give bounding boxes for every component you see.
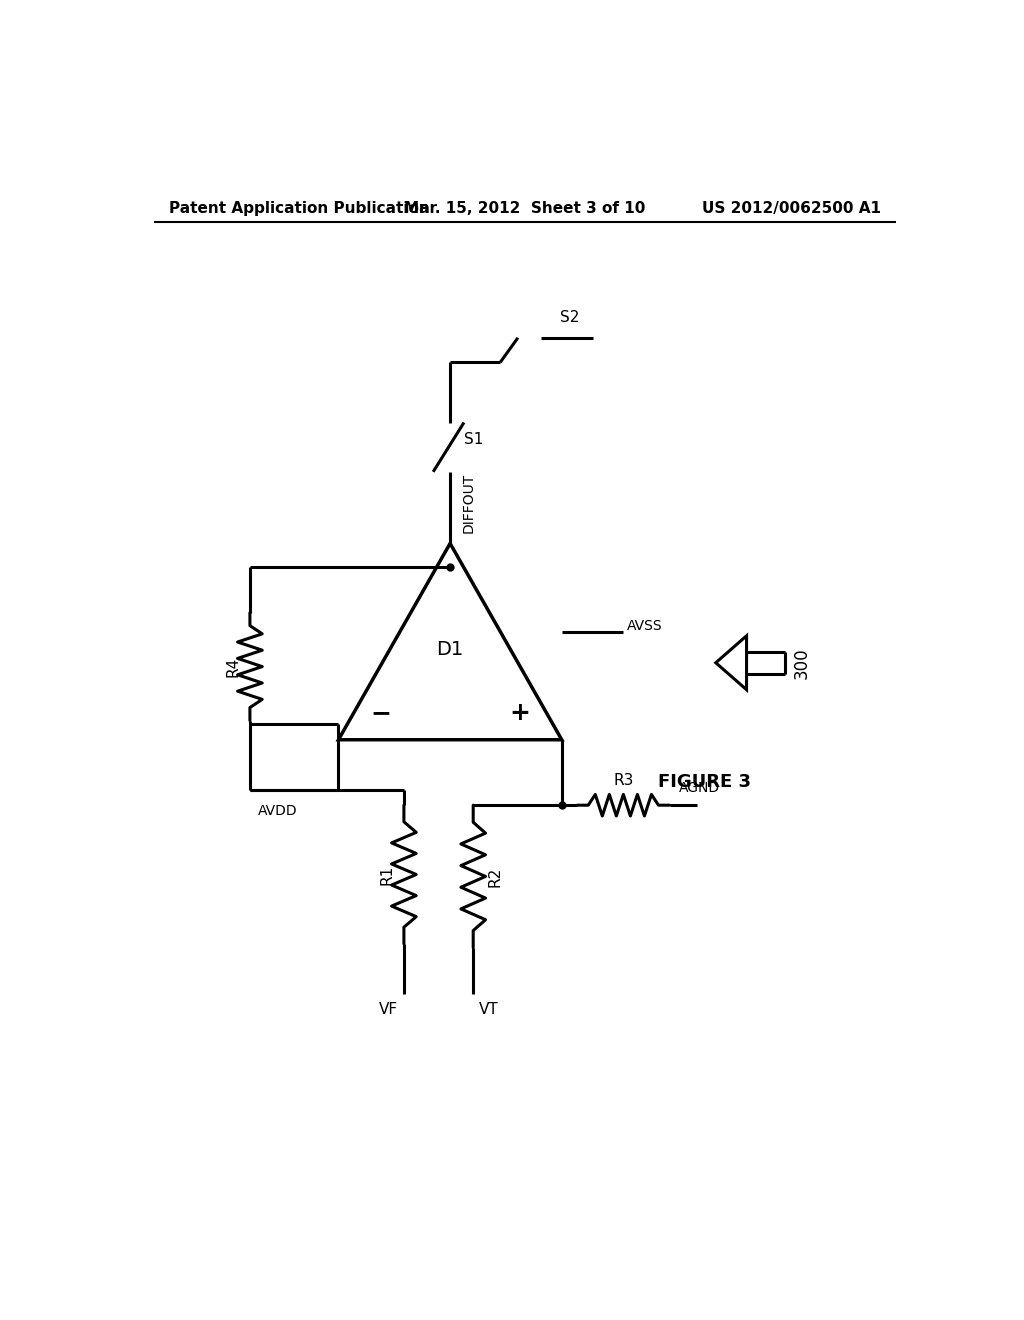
Text: AGND: AGND: [679, 781, 720, 795]
Text: Patent Application Publication: Patent Application Publication: [169, 201, 430, 216]
Text: D1: D1: [436, 640, 464, 659]
Text: −: −: [371, 701, 391, 725]
Text: Mar. 15, 2012  Sheet 3 of 10: Mar. 15, 2012 Sheet 3 of 10: [404, 201, 645, 216]
Text: R2: R2: [487, 866, 502, 887]
Text: R4: R4: [225, 656, 241, 677]
Text: DIFFOUT: DIFFOUT: [462, 473, 476, 533]
Text: AVSS: AVSS: [628, 619, 663, 632]
Text: VT: VT: [479, 1002, 499, 1016]
Text: AVDD: AVDD: [258, 804, 297, 818]
Text: +: +: [509, 701, 529, 725]
Text: US 2012/0062500 A1: US 2012/0062500 A1: [702, 201, 882, 216]
Text: 300: 300: [793, 647, 811, 678]
Text: S2: S2: [560, 310, 580, 325]
Text: R1: R1: [380, 865, 394, 884]
Text: FIGURE 3: FIGURE 3: [658, 774, 751, 791]
Text: R3: R3: [613, 774, 634, 788]
Text: S1: S1: [464, 432, 483, 447]
Text: VF: VF: [379, 1002, 397, 1016]
